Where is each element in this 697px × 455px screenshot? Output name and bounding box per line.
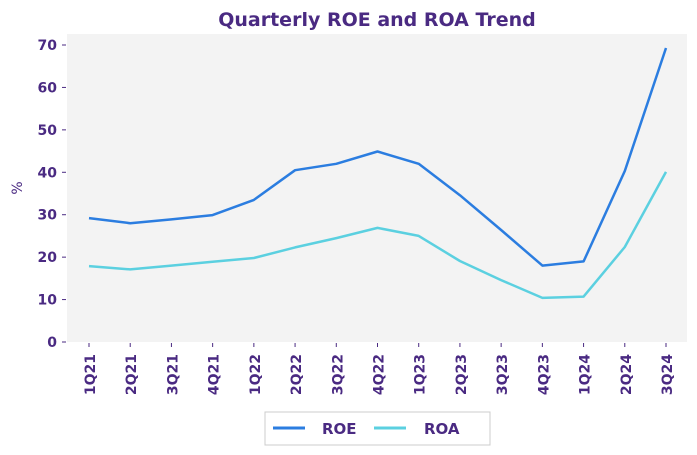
x-tick-label: 1Q22 — [248, 354, 264, 395]
x-tick-label: 2Q22 — [289, 354, 305, 395]
legend-label-roa: ROA — [424, 420, 460, 438]
y-axis: 0 10 20 30 40 50 60 70 — [38, 38, 66, 351]
x-tick-label: 4Q23 — [536, 354, 552, 395]
series-line-roa — [88, 171, 668, 300]
x-tick-label: 3Q21 — [165, 354, 181, 395]
y-tick-label: 10 — [38, 293, 58, 309]
y-tick-label: 20 — [38, 250, 58, 266]
x-tick-label: 2Q23 — [454, 354, 470, 395]
x-tick-label: 3Q24 — [660, 354, 676, 395]
x-axis: 1Q21 2Q21 3Q21 4Q21 1Q22 2Q22 3Q22 4Q22 1Q23 2Q23… — [83, 343, 676, 395]
y-tick-label: 30 — [38, 208, 58, 224]
x-tick-label: 1Q23 — [413, 354, 429, 395]
x-tick-label: 3Q22 — [330, 354, 346, 395]
y-tick-label: 70 — [38, 38, 58, 54]
chart-title: Quarterly ROE and ROA Trend — [218, 9, 536, 31]
y-tick-label: 50 — [38, 123, 58, 139]
y-axis-label: % — [10, 181, 26, 194]
x-tick-label: 1Q21 — [83, 354, 99, 395]
y-tick-label: 0 — [47, 335, 57, 351]
x-tick-label: 3Q23 — [495, 354, 511, 395]
x-tick-label: 4Q21 — [207, 354, 223, 395]
legend-label-roe: ROE — [322, 420, 357, 438]
x-tick-label: 1Q24 — [578, 354, 594, 395]
y-tick-label: 60 — [38, 80, 58, 96]
x-tick-label: 2Q21 — [124, 354, 140, 395]
x-tick-label: 4Q22 — [372, 354, 388, 395]
legend: ROE ROA — [264, 411, 491, 446]
y-tick-label: 40 — [38, 165, 58, 181]
x-tick-label: 2Q24 — [619, 354, 635, 395]
series-lines — [88, 47, 668, 300]
plot-area — [67, 34, 687, 342]
